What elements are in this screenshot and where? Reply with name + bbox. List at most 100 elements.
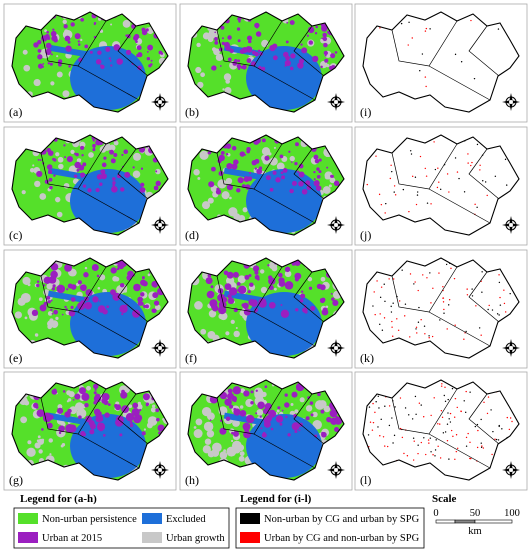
change-pixel [391,417,393,419]
urban-2015 [51,35,58,42]
urban-growth [242,207,248,213]
change-pixel [419,70,421,72]
urban-growth [24,316,28,320]
change-pixel [390,311,393,313]
change-pixel [439,319,441,321]
urban-growth [193,169,200,176]
change-pixel [438,272,440,274]
urban-2015 [74,393,81,400]
change-pixel [372,305,374,307]
urban-2015 [44,179,49,184]
change-pixel [415,203,418,206]
urban-growth [20,416,28,424]
urban-growth [229,196,232,200]
change-pixel [506,416,508,419]
change-pixel [442,432,445,434]
urban-growth [211,47,217,52]
urban-2015 [88,420,95,427]
change-pixel [426,202,429,204]
urban-2015 [334,427,340,432]
panel-label: (d) [185,228,199,242]
urban-growth [47,324,53,330]
map-panel: (h) [179,371,353,491]
urban-growth [22,49,28,55]
change-pixel [417,444,419,446]
urban-2015 [64,411,71,418]
urban-2015 [121,312,124,316]
urban-growth [112,276,118,282]
change-pixel [372,402,374,405]
urban-growth [143,428,147,431]
urban-growth [22,276,31,285]
urban-2015 [237,288,241,292]
change-pixel [506,184,508,186]
change-pixel [450,429,453,432]
urban-2015 [282,167,288,173]
change-pixel [503,302,506,305]
urban-2015 [227,294,232,299]
change-pixel [392,335,394,337]
urban-2015 [64,305,67,309]
urban-2015 [330,417,338,425]
change-pixel [492,430,494,433]
urban-2015 [232,271,239,278]
urban-2015 [145,304,149,309]
change-pixel [474,203,476,206]
urban-2015 [238,20,241,23]
urban-2015 [77,40,80,43]
change-pixel [419,155,422,158]
urban-growth [56,71,63,78]
urban-2015 [132,309,141,318]
urban-2015 [91,264,99,271]
urban-2015 [254,167,257,170]
urban-2015 [309,401,314,405]
urban-2015 [94,388,97,391]
urban-growth [193,426,197,429]
change-pixel [417,452,419,455]
urban-2015 [124,171,131,178]
scale-title: Scale [432,493,457,505]
urban-2015 [234,58,238,63]
urban-growth [38,449,43,454]
urban-2015 [255,31,262,37]
urban-2015 [58,425,65,433]
urban-2015 [239,410,247,417]
urban-2015 [284,393,288,397]
urban-2015 [37,158,40,161]
urban-growth [200,153,204,156]
urban-2015 [324,58,329,63]
urban-growth [235,326,238,329]
urban-2015 [92,143,96,148]
urban-2015 [301,188,308,195]
urban-2015 [298,429,301,432]
urban-2015 [141,276,145,280]
change-pixel [420,404,422,406]
change-pixel [411,175,414,178]
change-pixel [434,168,437,171]
change-pixel [476,446,479,449]
urban-2015 [291,391,298,398]
urban-growth [33,79,41,87]
urban-2015 [50,30,57,37]
urban-2015 [238,285,247,294]
change-pixel [392,302,394,304]
map-panel: (k) [354,249,528,369]
change-pixel [423,416,425,418]
change-pixel [441,383,443,385]
change-pixel [478,327,481,329]
legend-item: Urban at 2015 [42,533,102,544]
urban-2015 [48,177,53,182]
urban-growth [50,320,59,328]
change-pixel [498,274,500,276]
change-pixel [386,445,389,448]
swatch [142,513,162,524]
change-pixel [491,453,493,456]
urban-2015 [284,60,291,67]
urban-2015 [265,414,273,422]
urban-2015 [251,159,257,166]
urban-growth [76,158,82,163]
urban-2015 [298,171,305,178]
urban-2015 [313,170,316,174]
urban-2015 [41,65,45,68]
urban-2015 [96,274,100,278]
